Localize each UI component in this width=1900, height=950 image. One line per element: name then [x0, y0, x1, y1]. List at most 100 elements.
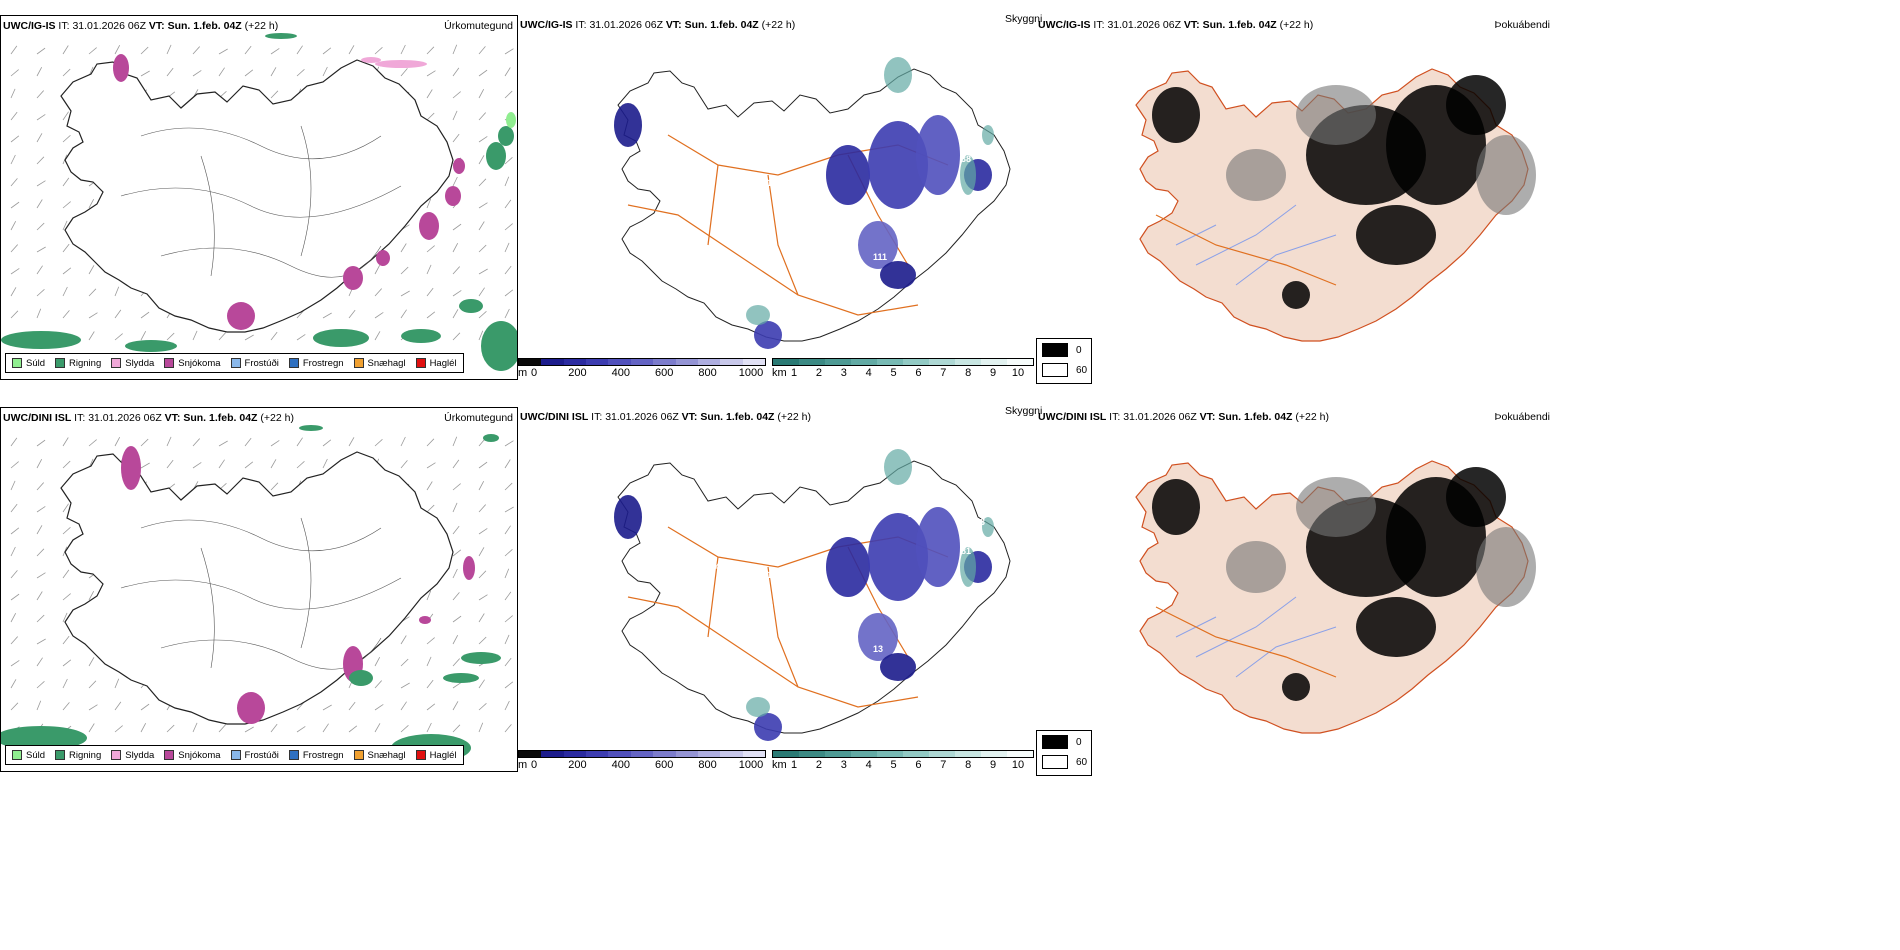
- wind-barb: [62, 220, 68, 231]
- ceiling-colorbar-top: m 0 200 400 600 800 1000: [518, 358, 778, 380]
- wind-barb: [270, 67, 277, 77]
- ceiling-area: [754, 713, 782, 741]
- road: [1155, 606, 1337, 678]
- wind-barb: [348, 725, 358, 733]
- colorbar-strip: [772, 358, 1034, 366]
- river: [1195, 596, 1297, 658]
- legend-label: Frostúði: [244, 357, 279, 369]
- map-features: [1, 425, 514, 762]
- map-features: [1135, 68, 1536, 342]
- wind-barb: [478, 112, 486, 121]
- wind-barb: [62, 569, 70, 579]
- wind-barb: [36, 180, 46, 187]
- wind-barb: [478, 268, 488, 275]
- wind-barb: [478, 613, 485, 623]
- wind-barb: [10, 244, 18, 253]
- wind-barb: [452, 682, 462, 689]
- colorbar-segment: [541, 359, 564, 365]
- legend-swatch: [288, 358, 299, 368]
- wind-barb: [426, 89, 433, 99]
- ceiling-value-label: 39: [687, 228, 697, 238]
- colorbar-segment: [742, 359, 765, 365]
- map-features: [1135, 460, 1536, 734]
- wind-barb: [244, 461, 254, 469]
- colorbar-segment: [981, 751, 1007, 757]
- ceiling-value-label: 15: [846, 109, 856, 119]
- fog-legend-row: 60: [1042, 363, 1087, 377]
- visibility-colorbar-top: km 1 2 3 4 5 6 7 8 9 10: [772, 358, 1036, 380]
- wind-barb: [270, 482, 279, 491]
- wind-barb: [218, 459, 225, 469]
- ceiling-area: [754, 321, 782, 349]
- wind-barb: [36, 548, 45, 557]
- ceiling-value-label: 72: [696, 199, 706, 209]
- precip-area: [1, 726, 87, 750]
- wind-barb: [504, 440, 514, 447]
- wind-barb: [504, 48, 514, 55]
- cloud-map-canvas: 130 12 93 16 122 13 111 129 112 124 104 14 12 71 103 11…: [608, 449, 1011, 741]
- precip-area: [113, 54, 129, 82]
- wind-barb: [478, 461, 488, 469]
- colorbar-segment: [825, 751, 851, 757]
- ceiling-value-label: 14: [811, 636, 821, 646]
- wind-barb: [218, 332, 226, 341]
- ceiling-area: [614, 495, 642, 539]
- colorbar-tick: 8: [965, 367, 972, 379]
- ceiling-value-label: 40: [926, 289, 936, 299]
- wind-barb: [10, 480, 16, 491]
- panel-title: UWC/IG-IS IT: 31.01.2026 06Z VT: Sun. 1.…: [3, 20, 279, 32]
- colorbar-segment: [877, 751, 903, 757]
- wind-barb: [374, 723, 381, 733]
- colorbar-tick: 1000: [738, 759, 764, 771]
- wind-barb: [348, 309, 356, 319]
- ceiling-value-label: 65: [864, 281, 874, 291]
- wind-barb: [400, 290, 410, 297]
- ceiling-value-label: 16: [767, 570, 777, 580]
- colorbar-segment: [608, 359, 631, 365]
- road: [767, 566, 799, 688]
- legend-label: Frostregn: [302, 749, 344, 761]
- fog-area: [1296, 85, 1376, 145]
- wind-barb: [296, 334, 306, 341]
- colorbar-segment: [608, 751, 631, 757]
- wind-barb: [140, 462, 150, 469]
- map-features: 102 96 18 129 101 111 40 182 136 14 9 102 65 19 92 102 7…: [608, 57, 1011, 349]
- wind-barb: [114, 436, 121, 447]
- road: [627, 204, 919, 316]
- wind-barb: [36, 439, 46, 447]
- ceiling-value-label: 14: [705, 170, 715, 180]
- wind-barb: [478, 244, 487, 253]
- ceiling-value-label: 111: [873, 252, 887, 262]
- wind-barb: [478, 570, 487, 579]
- fog-legend-swatch: [1042, 343, 1068, 357]
- wind-barb: [166, 459, 174, 469]
- colorbar-tick: 7: [940, 759, 947, 771]
- legend-swatch: [12, 358, 22, 368]
- ceiling-value-label: 116: [643, 554, 658, 564]
- colorbar-segment: [697, 359, 721, 365]
- colorbar-tick: 9: [990, 759, 997, 771]
- precip-area: [299, 425, 323, 431]
- legend-item: Súld: [12, 750, 45, 761]
- fog-area: [1152, 87, 1200, 143]
- road: [707, 556, 719, 638]
- colorbar-segment: [929, 751, 955, 757]
- wind-barb: [400, 436, 406, 447]
- legend-swatch: [353, 358, 364, 368]
- wind-barb: [322, 312, 332, 319]
- colorbar-segment: [742, 751, 765, 757]
- ceiling-value-label: 136: [652, 133, 667, 143]
- wind-barb: [452, 525, 460, 535]
- precip-area: [227, 302, 255, 330]
- wind-barb: [452, 483, 461, 491]
- wind-barb: [62, 243, 70, 253]
- ceiling-area: [826, 145, 870, 205]
- legend-item: Snæhagl: [353, 358, 406, 369]
- legend-swatch: [111, 358, 122, 368]
- road: [707, 164, 719, 246]
- precip-area: [486, 142, 506, 170]
- wind-barb: [478, 594, 488, 601]
- ceiling-value-label: 12: [661, 496, 671, 506]
- precip-area: [376, 250, 390, 266]
- colorbar-segment: [563, 359, 587, 365]
